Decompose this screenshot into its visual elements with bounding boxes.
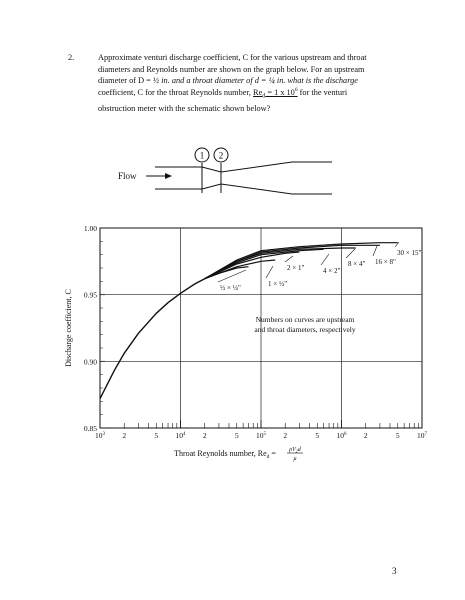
chart-annotation-line-2: and throat diameters, respectively (254, 325, 355, 334)
curve-label-leader-1 (265, 265, 274, 279)
problem-line-4: coefficient, C for the throat Reynolds n… (98, 87, 348, 100)
curve-label-1: 1 × ½" (268, 280, 287, 288)
x-minor-label-1: 5 (154, 431, 158, 440)
venturi-upper-wall (155, 161, 332, 173)
curve-3 (204, 248, 324, 280)
curve-label-3: 4 × 2" (323, 267, 340, 275)
reynolds-condition: Red = 1 x 106 (253, 87, 298, 100)
problem-line-5: obstruction meter with the schematic sho… (98, 104, 271, 114)
curve-label-2: 2 × 1" (287, 264, 304, 272)
x-minor-label-6: 2 (364, 431, 368, 440)
throat-diameter-value: ¼ (268, 76, 275, 86)
station-1-circle (194, 147, 210, 163)
y-tick-label-3: 1.00 (84, 224, 97, 233)
curve-label-leader-3 (320, 253, 330, 266)
curve-label-leader-2 (284, 255, 294, 263)
curve-1 (204, 259, 276, 280)
x-minor-label-0: 2 (122, 431, 126, 440)
chart-xlabel-denominator: μ (293, 456, 296, 462)
curve-label-leader-5 (372, 245, 378, 257)
curve-6 (204, 242, 398, 280)
curve-label-6: 30 × 15" (397, 249, 421, 257)
x-minor-label-2: 2 (203, 431, 207, 440)
curve-label-leader-6 (394, 241, 400, 248)
curve-label-leader-4 (345, 248, 356, 259)
problem-statement: 2. Approximate venturi discharge coeffic… (68, 52, 423, 115)
y-tick-label-0: 0.85 (84, 424, 97, 433)
upstream-diameter-value: ½ (152, 76, 160, 86)
curve-common-low-re (99, 278, 206, 400)
x-minor-label-3: 5 (235, 431, 239, 440)
x-minor-label-5: 5 (315, 431, 319, 440)
chart-annotation-line-1: Numbers on curves are upstream (256, 315, 355, 324)
y-tick-label-2: 0.95 (84, 291, 97, 300)
venturi-schematic: 1 2 Flow (118, 147, 332, 195)
chart-ylabel: Discharge coefficient, C (64, 289, 73, 367)
x-tick-label-4: 107 (417, 431, 428, 440)
x-tick-label-1: 104 (176, 431, 187, 440)
x-minor-label-4: 2 (283, 431, 287, 440)
station-2-label: 2 (219, 151, 224, 161)
curve-5 (204, 244, 380, 280)
x-tick-label-0: 103 (95, 431, 106, 440)
problem-line-2: diameters and Reynolds number are shown … (98, 64, 365, 74)
flow-arrow-head (165, 173, 172, 179)
flow-label: Flow (118, 171, 137, 181)
discharge-coefficient-chart: 103 104 105 106 107 2 5 2 5 2 5 2 5 0.85 0.90 0.95 1.00 ½… (64, 224, 428, 462)
curve-label-4: 8 × 4" (348, 260, 365, 268)
chart-xlabel: Throat Reynolds number, Red = (174, 449, 276, 460)
problem-line-3: diameter of D = ½ in. and a throat diame… (98, 76, 358, 86)
chart-xlabel-numerator: ρV2d (288, 447, 302, 454)
problem-number: 2. (68, 53, 75, 62)
station-1-label: 1 (200, 151, 205, 161)
curve-label-leader-0 (217, 269, 247, 283)
curve-label-5: 16 × 8" (375, 258, 396, 266)
station-2-circle (213, 147, 229, 163)
page-number: 3 (392, 566, 397, 576)
x-minor-label-7: 5 (396, 431, 400, 440)
curve-label-0: ½ × ¼" (220, 284, 241, 292)
y-tick-label-1: 0.90 (84, 357, 97, 366)
curve-2 (204, 251, 300, 280)
problem-line-1: Approximate venturi discharge coefficien… (98, 53, 367, 62)
venturi-lower-wall (155, 183, 332, 195)
x-tick-label-2: 105 (256, 431, 267, 440)
x-tick-label-3: 106 (337, 431, 348, 440)
